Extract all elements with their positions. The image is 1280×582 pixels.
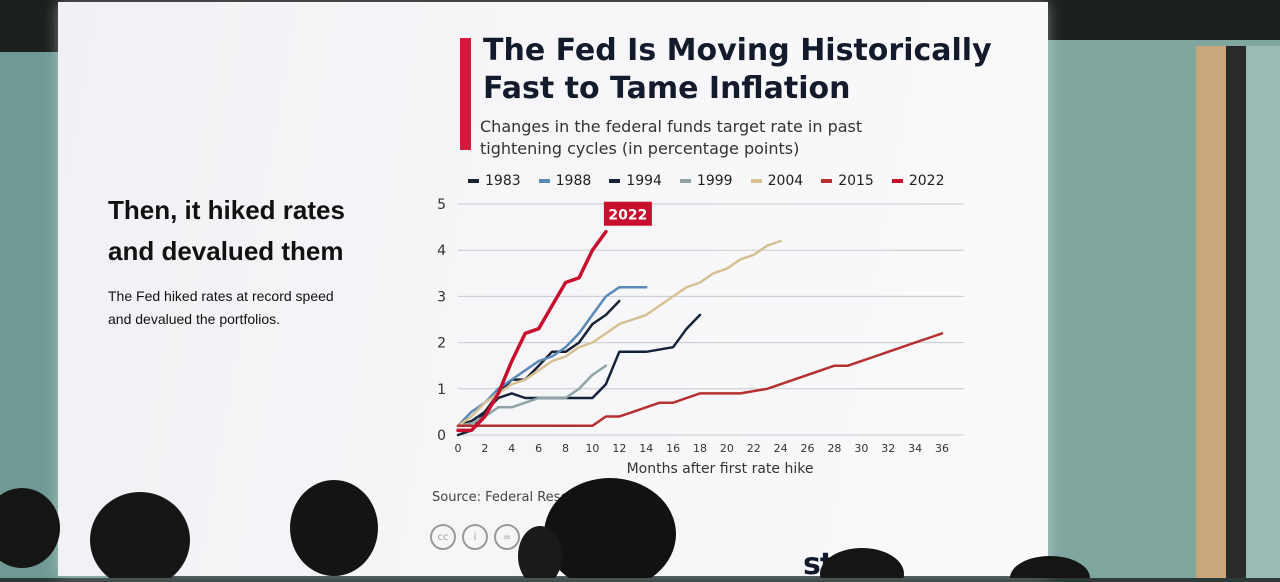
x-tick-label: 14 xyxy=(639,442,653,455)
legend-item-2004: 2004 xyxy=(750,173,804,189)
legend-swatch xyxy=(750,179,762,183)
series-line-2004 xyxy=(456,239,782,428)
x-tick-label: 8 xyxy=(562,442,569,455)
creative-commons-icon: cc xyxy=(430,524,456,550)
series-line-2015 xyxy=(456,332,944,428)
legend-item-1994: 1994 xyxy=(609,173,662,189)
legend-swatch xyxy=(679,179,691,183)
x-tick-label: 10 xyxy=(585,442,599,455)
room-wall-far-right xyxy=(1246,46,1280,578)
x-tick-label: 30 xyxy=(854,442,868,455)
y-tick-label: 0 xyxy=(437,428,446,444)
x-tick-label: 36 xyxy=(935,442,949,455)
projection-screen: Then, it hiked rates and devalued them T… xyxy=(58,2,1048,582)
slide-heading: Then, it hiked rates and devalued them xyxy=(108,195,345,266)
annotation-label: 2022 xyxy=(608,208,647,224)
brand-logo: sta xyxy=(803,547,853,582)
room-pillar-shadow xyxy=(1226,46,1246,578)
legend-item-2022: 2022 xyxy=(891,173,945,189)
annotation-box xyxy=(603,201,652,226)
chart-title: The Fed Is Moving Historically Fast to T… xyxy=(483,33,992,106)
x-tick-label: 28 xyxy=(827,442,841,455)
source-note: Source: Federal Rese xyxy=(432,490,569,505)
legend-label: 1999 xyxy=(696,173,733,189)
y-tick-label: 1 xyxy=(437,382,446,398)
x-tick-label: 18 xyxy=(693,442,707,455)
x-tick-label: 16 xyxy=(666,442,680,455)
x-tick-label: 4 xyxy=(508,442,515,455)
x-tick-label: 6 xyxy=(535,442,542,455)
legend-swatch xyxy=(821,179,833,183)
x-tick-label: 26 xyxy=(801,442,815,455)
legend-label: 2015 xyxy=(838,173,874,189)
y-tick-label: 5 xyxy=(437,197,446,213)
legend-swatch xyxy=(891,179,903,183)
chart-subtitle: Changes in the federal funds target rate… xyxy=(480,117,863,158)
x-tick-label: 22 xyxy=(747,442,761,455)
room-pillar xyxy=(1196,46,1226,578)
legend-item-1999: 1999 xyxy=(679,173,733,189)
x-tick-label: 34 xyxy=(908,442,922,455)
x-tick-label: 20 xyxy=(720,442,734,455)
x-tick-label: 24 xyxy=(774,442,788,455)
license-icons: cc i = xyxy=(430,524,520,550)
slide-body-text: The Fed hiked rates at record speed and … xyxy=(108,288,334,327)
legend-label: 1983 xyxy=(485,173,521,189)
x-tick-label: 2 xyxy=(481,442,488,455)
legend-item-1988: 1988 xyxy=(538,173,592,189)
y-tick-label: 3 xyxy=(437,289,446,305)
legend-item-2015: 2015 xyxy=(821,173,874,189)
legend-label: 1994 xyxy=(626,173,662,189)
title-accent-bar xyxy=(460,38,471,150)
chart-legend: 1983 1988 1994 1999 2004 2015 2022 xyxy=(468,170,944,192)
x-tick-label: 12 xyxy=(612,442,626,455)
legend-swatch xyxy=(609,179,621,183)
no-derivatives-icon: = xyxy=(494,524,520,550)
y-tick-label: 2 xyxy=(437,336,446,352)
legend-label: 2022 xyxy=(908,173,945,189)
series-line-2022 xyxy=(456,229,608,433)
legend-swatch xyxy=(468,179,479,183)
y-tick-label: 4 xyxy=(437,243,446,259)
attribution-icon: i xyxy=(462,524,488,550)
x-axis-label: Months after first rate hike xyxy=(627,461,814,477)
legend-swatch xyxy=(538,179,550,183)
legend-item-1983: 1983 xyxy=(468,173,521,189)
legend-label: 1988 xyxy=(555,173,592,189)
x-tick-label: 32 xyxy=(881,442,895,455)
legend-label: 2004 xyxy=(767,173,804,189)
x-tick-label: 0 xyxy=(455,442,462,455)
